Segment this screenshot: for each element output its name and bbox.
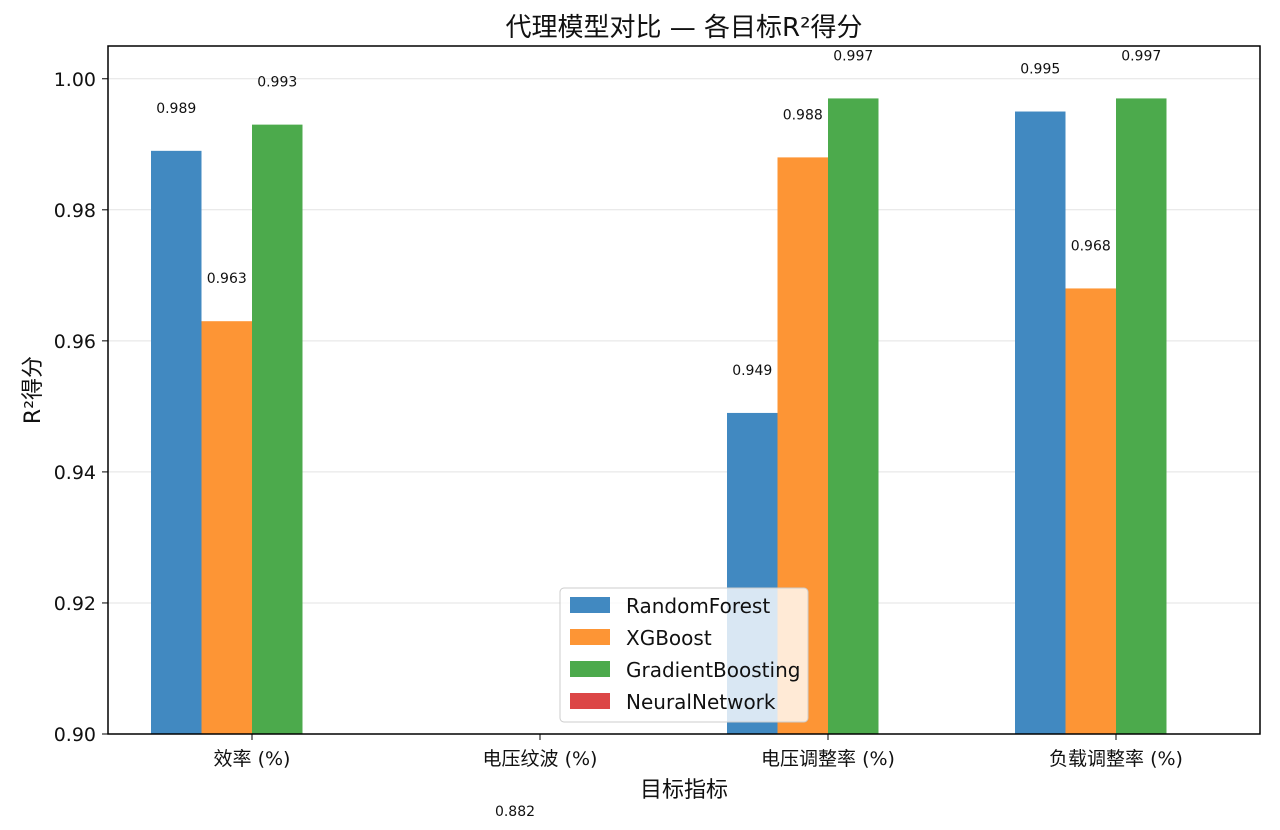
bars <box>151 98 1167 735</box>
legend: RandomForest XGBoost GradientBoosting Neura… <box>559 587 809 723</box>
data-labels: 0.989 0.963 0.993 0.949 0.988 0.997 0.995 0.968… <box>156 48 1161 379</box>
bar-gradientboosting-0 <box>252 124 303 735</box>
legend-swatch <box>570 693 610 709</box>
y-axis-label: R²得分 <box>21 356 46 424</box>
legend-box <box>559 587 809 723</box>
legend-swatch <box>570 629 610 645</box>
axis-ticks: 0.90 0.92 0.94 0.96 0.98 1.00 效率 (%) 电压纹波 (%) 电压… <box>54 69 1183 770</box>
bar-value-label: 0.949 <box>732 363 772 379</box>
bar-value-label: 0.997 <box>833 48 873 64</box>
bar-randomforest-3 <box>1015 111 1066 735</box>
y-tick-label: 0.94 <box>54 462 96 484</box>
y-tick-label: 1.00 <box>54 69 96 91</box>
plot-frame <box>107 45 1261 735</box>
legend-swatch <box>570 661 610 677</box>
bar-xgboost-0 <box>201 321 252 734</box>
bar-xgboost-3 <box>1065 288 1116 734</box>
legend-label: NeuralNetwork <box>626 690 776 714</box>
bar-randomforest-0 <box>151 150 202 735</box>
bar-value-label: 0.997 <box>1121 48 1161 64</box>
y-tick-label: 0.90 <box>54 724 96 746</box>
bar-value-label: 0.993 <box>257 75 297 91</box>
annotations: 0.882 <box>495 804 535 820</box>
y-tick-label: 0.92 <box>54 593 96 615</box>
y-tick-label: 0.98 <box>54 200 96 222</box>
bar-value-label: 0.989 <box>156 101 196 117</box>
legend-swatch <box>570 597 610 613</box>
chart-title: 代理模型对比 — 各目标R²得分 <box>505 13 862 43</box>
y-tick-label: 0.96 <box>54 331 96 353</box>
x-tick-label: 负载调整率 (%) <box>1049 748 1183 770</box>
bar-gradientboosting-2 <box>828 98 879 734</box>
bar-gradientboosting-3 <box>1116 98 1167 734</box>
x-axis-label: 目标指标 <box>640 778 728 803</box>
x-tick-label: 效率 (%) <box>214 748 291 770</box>
x-tick-label: 电压纹波 (%) <box>483 748 598 770</box>
bar-value-label: 0.988 <box>783 107 823 123</box>
legend-label: RandomForest <box>626 594 770 618</box>
legend-label: XGBoost <box>626 626 712 650</box>
x-tick-label: 电压调整率 (%) <box>761 748 895 770</box>
legend-label: GradientBoosting <box>626 658 800 682</box>
annotation-label: 0.882 <box>495 804 535 820</box>
bar-value-label: 0.995 <box>1020 62 1060 78</box>
bar-value-label: 0.968 <box>1071 238 1111 254</box>
bar-value-label: 0.963 <box>207 271 247 287</box>
